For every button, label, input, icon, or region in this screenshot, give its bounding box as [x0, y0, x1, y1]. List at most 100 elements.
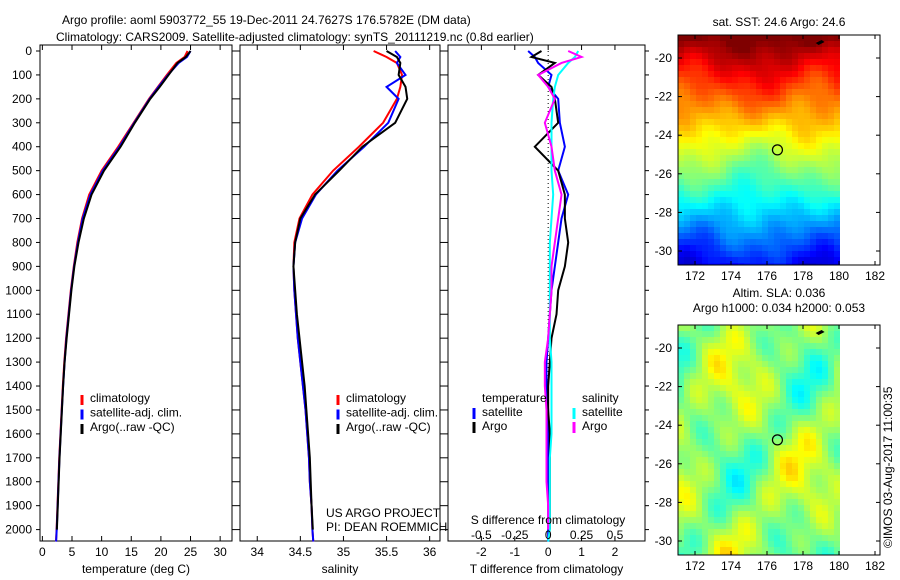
map-cell: [738, 463, 744, 469]
map-cell: [714, 203, 720, 209]
map-cell: [768, 53, 774, 59]
map-cell: [798, 149, 804, 155]
map-cell: [744, 125, 750, 131]
map-cell: [774, 331, 780, 337]
map-cell: [702, 41, 708, 47]
map-title: sat. SST: 24.6 Argo: 24.6: [713, 15, 846, 29]
map-cell: [750, 209, 756, 215]
map-cell: [786, 517, 792, 523]
map-cell: [678, 409, 684, 415]
map-cell: [732, 263, 738, 265]
map-cell: [804, 409, 810, 415]
map-cell: [810, 379, 816, 385]
map-cell: [750, 349, 756, 355]
map-cell: [828, 167, 834, 173]
map-cell: [708, 113, 714, 119]
map-cell: [750, 263, 756, 265]
map-cell: [816, 391, 822, 397]
map-cell: [720, 95, 726, 101]
map-cell: [750, 457, 756, 463]
map-cell: [684, 83, 690, 89]
map-cell: [690, 119, 696, 125]
map-cell: [738, 239, 744, 245]
map-cell: [816, 47, 822, 53]
map-cell: [804, 331, 810, 337]
map-cell: [708, 505, 714, 511]
map-cell: [690, 155, 696, 161]
map-cell: [684, 343, 690, 349]
map-cell: [756, 463, 762, 469]
map-cell: [702, 143, 708, 149]
map-cell: [822, 125, 828, 131]
map-cell: [732, 355, 738, 361]
map-cell: [774, 445, 780, 451]
x-tick-label: 1: [578, 545, 585, 559]
lat-tick-label: -26: [655, 457, 673, 471]
map-cell: [750, 397, 756, 403]
map-cell: [828, 89, 834, 95]
map-cell: [804, 215, 810, 221]
map-cell: [720, 59, 726, 65]
map-cell: [804, 457, 810, 463]
map-cell: [684, 463, 690, 469]
map-cell: [822, 499, 828, 505]
map-cell: [750, 245, 756, 251]
map-cell: [696, 131, 702, 137]
map-cell: [750, 35, 756, 41]
map-cell: [762, 161, 768, 167]
lat-tick-label: -28: [655, 205, 673, 219]
map-cell: [786, 415, 792, 421]
map-cell: [696, 523, 702, 529]
legend-label: climatology: [90, 391, 150, 405]
map-cell: [774, 451, 780, 457]
map-cell: [678, 191, 684, 197]
map-cell: [786, 427, 792, 433]
map-cell: [696, 95, 702, 101]
map-cell: [720, 53, 726, 59]
sst-map: 172 174 176 178 180 182-20-22-24-26-28-30sat.…: [655, 15, 886, 283]
map-cell: [696, 487, 702, 493]
map-cell: [714, 245, 720, 251]
map-cell: [744, 101, 750, 107]
map-cell: [732, 35, 738, 41]
map-cell: [726, 493, 732, 499]
map-cell: [834, 457, 840, 463]
map-cell: [684, 59, 690, 65]
map-cell: [816, 487, 822, 493]
map-cell: [822, 343, 828, 349]
map-cell: [738, 529, 744, 535]
map-cell: [732, 331, 738, 337]
map-cell: [834, 487, 840, 493]
map-cell: [750, 239, 756, 245]
map-cell: [744, 221, 750, 227]
y-tick-label: 100: [12, 68, 32, 82]
map-cell: [810, 233, 816, 239]
map-cell: [702, 59, 708, 65]
map-cell: [768, 179, 774, 185]
map-cell: [696, 179, 702, 185]
map-cell: [768, 523, 774, 529]
map-cell: [750, 53, 756, 59]
map-cell: [708, 403, 714, 409]
map-cell: [726, 475, 732, 481]
map-cell: [720, 125, 726, 131]
map-cell: [768, 511, 774, 517]
map-cell: [750, 71, 756, 77]
map-cell: [702, 215, 708, 221]
map-cell: [810, 541, 816, 547]
map-cell: [762, 83, 768, 89]
map-cell: [684, 391, 690, 397]
map-cell: [690, 113, 696, 119]
map-cell: [684, 251, 690, 257]
map-cell: [786, 445, 792, 451]
map-cell: [690, 209, 696, 215]
map-cell: [774, 203, 780, 209]
map-cell: [678, 185, 684, 191]
map-cell: [714, 125, 720, 131]
map-cell: [720, 83, 726, 89]
map-cell: [834, 191, 840, 197]
map-cell: [738, 143, 744, 149]
map-cell: [780, 257, 786, 263]
map-cell: [780, 409, 786, 415]
map-cell: [684, 89, 690, 95]
